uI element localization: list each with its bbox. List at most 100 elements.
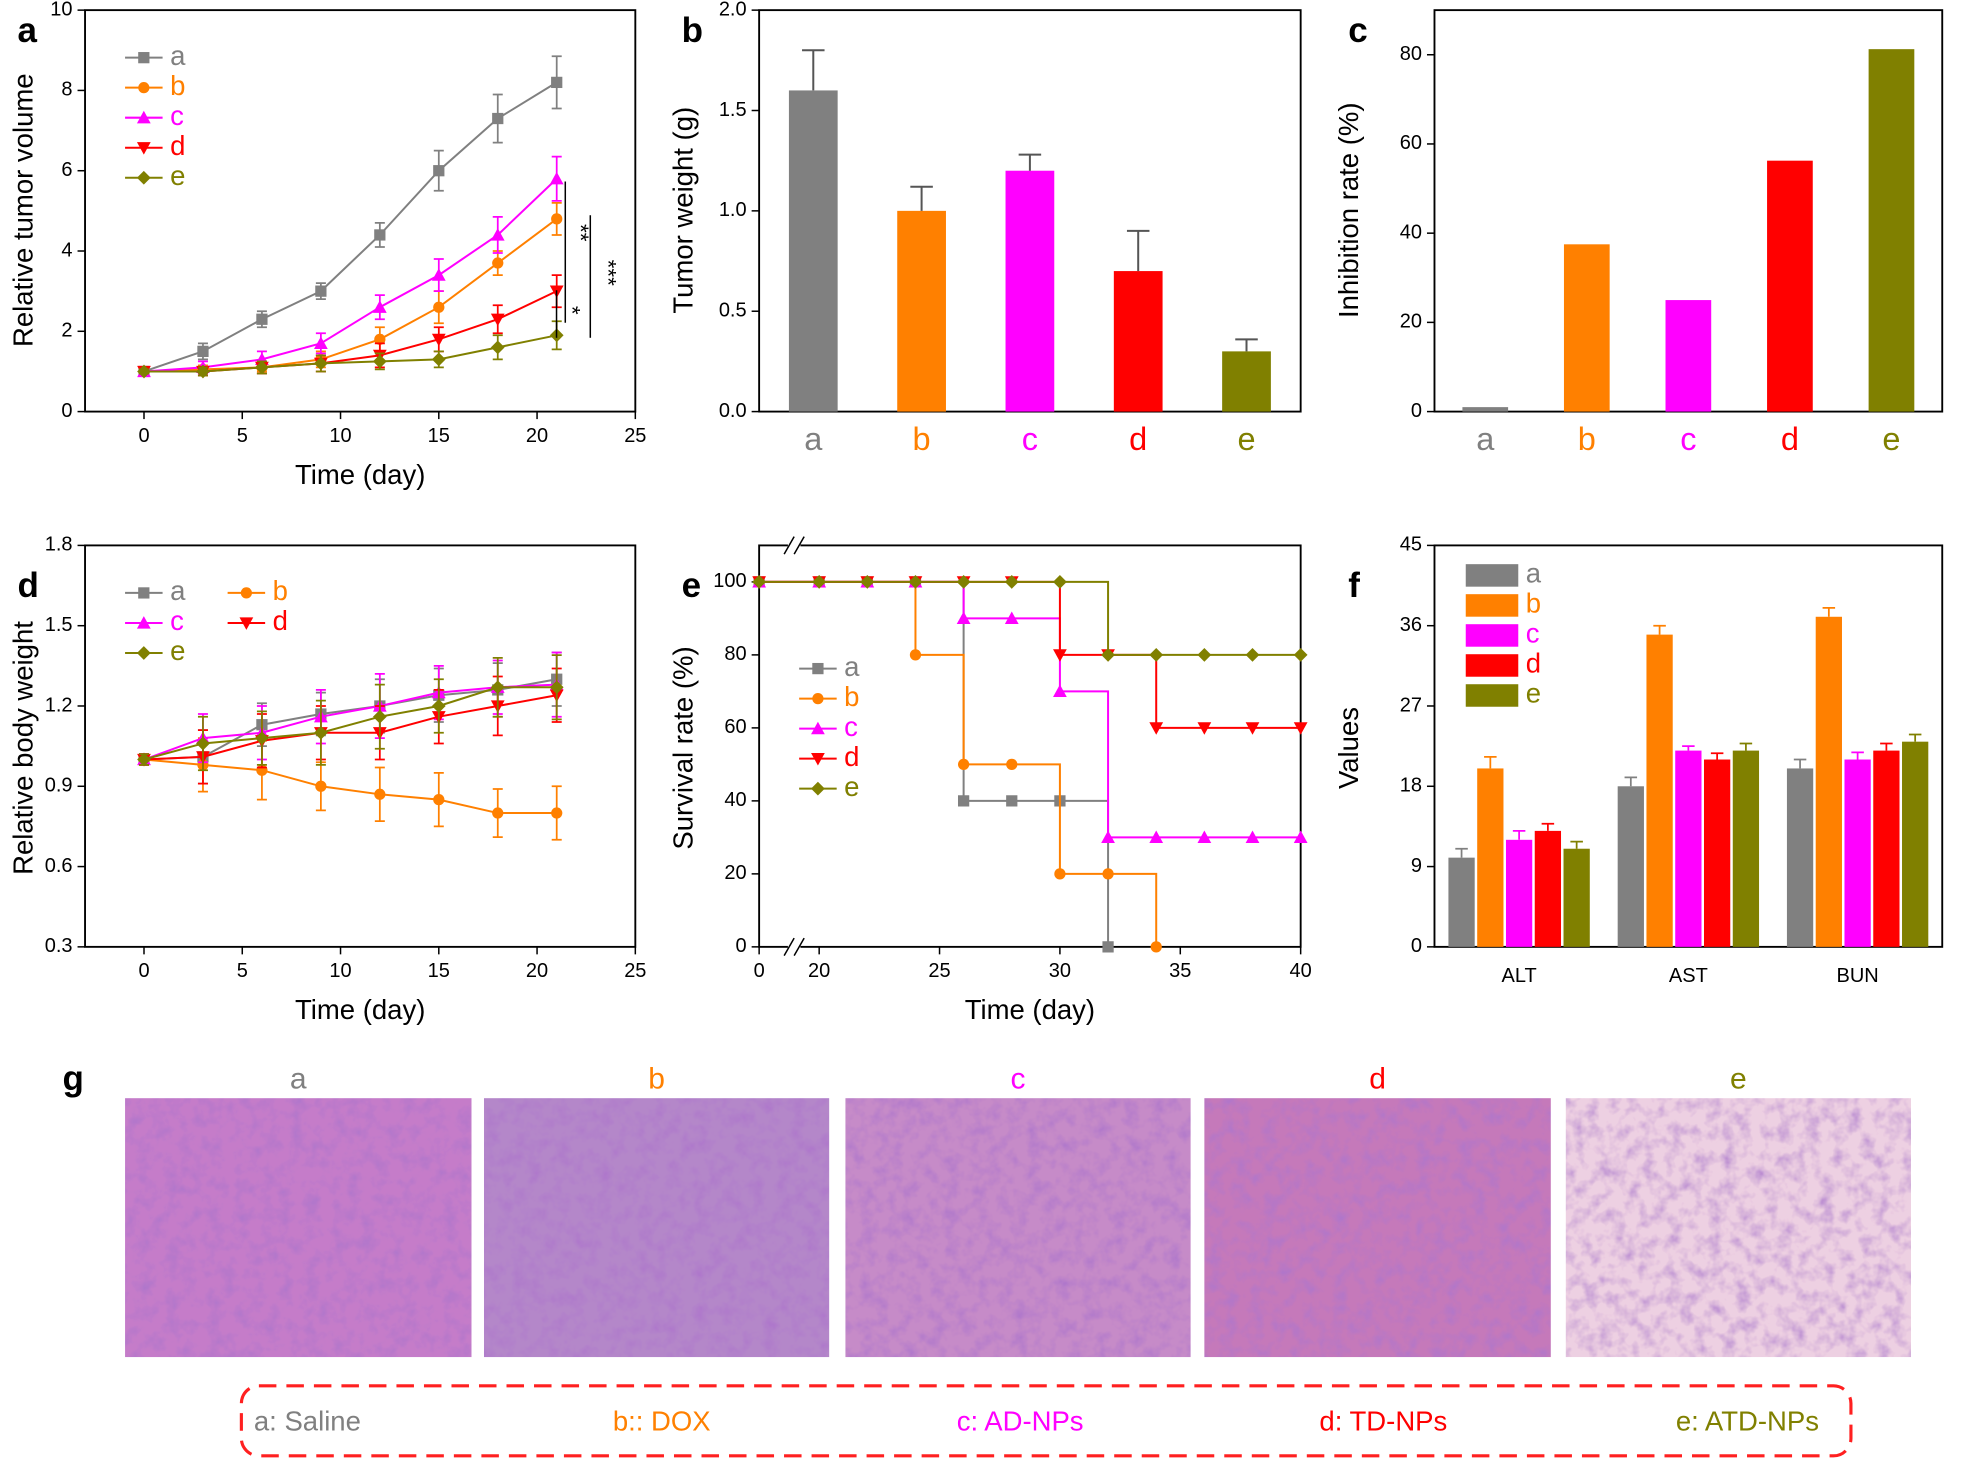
bar bbox=[1844, 759, 1871, 947]
marker bbox=[138, 82, 150, 94]
marker bbox=[433, 794, 445, 806]
x-tick-label: 15 bbox=[428, 425, 450, 447]
marker bbox=[1006, 795, 1018, 807]
y-tick-label: 0.0 bbox=[719, 400, 747, 422]
x-axis-label: Time (day) bbox=[965, 994, 1095, 1025]
legend-label: e: ATD-NPs bbox=[1676, 1406, 1819, 1437]
image-label: d bbox=[1369, 1063, 1386, 1096]
plot-frame bbox=[84, 544, 637, 948]
y-tick-label: 2 bbox=[61, 320, 72, 342]
bar bbox=[1675, 750, 1702, 947]
histology-image bbox=[1204, 1098, 1551, 1358]
panel-label: d bbox=[18, 566, 39, 605]
x-tick-label: 5 bbox=[237, 425, 248, 447]
y-tick-label: 1.5 bbox=[719, 99, 747, 121]
x-axis-label: Time (day) bbox=[295, 994, 425, 1025]
legend-label: c bbox=[170, 100, 184, 131]
x-tick-label: 25 bbox=[624, 960, 646, 982]
panel-label: b bbox=[682, 11, 703, 50]
y-axis-label: Values bbox=[1333, 707, 1364, 789]
step-line bbox=[1059, 580, 1110, 655]
marker bbox=[431, 268, 446, 281]
marker bbox=[1245, 830, 1260, 844]
legend-label: d: TD-NPs bbox=[1319, 1406, 1447, 1437]
significance-label: *** bbox=[596, 260, 621, 287]
marker bbox=[196, 364, 210, 379]
y-tick-label: 9 bbox=[1411, 855, 1422, 877]
x-tick-label: 0 bbox=[138, 960, 149, 982]
bar bbox=[1222, 351, 1271, 412]
marker bbox=[1102, 868, 1114, 880]
y-axis-label: Relative tumor volume bbox=[7, 73, 38, 347]
step-line bbox=[1059, 690, 1110, 838]
y-tick-label: 18 bbox=[1400, 775, 1422, 797]
marker bbox=[908, 575, 923, 589]
x-tick-label: AST bbox=[1669, 965, 1708, 987]
step-line bbox=[1108, 653, 1158, 728]
marker bbox=[431, 699, 446, 713]
step-line bbox=[1011, 617, 1061, 692]
marker bbox=[1197, 830, 1212, 844]
image-label: e bbox=[1730, 1063, 1747, 1096]
error-bar bbox=[1512, 830, 1526, 840]
marker bbox=[492, 257, 504, 269]
y-tick-label: 1.5 bbox=[45, 614, 73, 636]
marker bbox=[313, 336, 328, 349]
marker bbox=[490, 228, 505, 241]
y-tick-label: 0 bbox=[1411, 935, 1422, 957]
y-tick-label: 60 bbox=[1400, 132, 1422, 154]
error-bar bbox=[1710, 752, 1724, 760]
y-tick-label: 2.0 bbox=[719, 0, 747, 20]
x-tick-label: b bbox=[1578, 421, 1596, 457]
step-line bbox=[915, 580, 965, 801]
series-line bbox=[144, 334, 557, 373]
series-line bbox=[143, 758, 557, 815]
legend-label: e bbox=[844, 771, 859, 802]
bar bbox=[1786, 768, 1814, 947]
x-axis-label: Time (day) bbox=[295, 459, 425, 490]
marker bbox=[1102, 941, 1114, 953]
error-bar bbox=[1682, 745, 1695, 751]
marker bbox=[551, 213, 563, 225]
y-tick-label: 20 bbox=[724, 862, 746, 884]
legend-label: e bbox=[170, 160, 185, 191]
significance-label: * bbox=[559, 306, 584, 315]
axis-break-mark bbox=[783, 937, 795, 956]
error-bar bbox=[1018, 153, 1042, 171]
legend-label: c bbox=[1526, 618, 1540, 649]
marker bbox=[196, 736, 210, 751]
y-axis-label: Tumor weight (g) bbox=[668, 107, 699, 314]
bar bbox=[1448, 857, 1475, 947]
plot-frame bbox=[84, 9, 637, 413]
step-line bbox=[915, 653, 965, 765]
y-tick-label: 1.2 bbox=[45, 694, 73, 716]
legend-label: b bbox=[170, 70, 185, 101]
bar bbox=[1563, 244, 1610, 412]
y-tick-label: 45 bbox=[1400, 534, 1422, 556]
legend-swatch bbox=[1465, 624, 1519, 647]
legend-label: a: Saline bbox=[254, 1406, 361, 1437]
error-bar bbox=[1624, 776, 1638, 787]
bar bbox=[1534, 830, 1562, 947]
marker bbox=[811, 721, 825, 735]
marker bbox=[1149, 722, 1164, 735]
marker bbox=[1101, 830, 1115, 844]
marker bbox=[137, 364, 151, 379]
marker bbox=[1004, 611, 1019, 625]
plot-frame bbox=[758, 544, 1302, 948]
significance-label: ** bbox=[568, 224, 593, 242]
marker bbox=[1197, 722, 1212, 735]
legend-label: b:: DOX bbox=[613, 1406, 711, 1437]
axis-break-mark bbox=[783, 536, 795, 555]
histology-image bbox=[125, 1098, 472, 1358]
marker bbox=[255, 731, 269, 745]
panel-label: a bbox=[18, 11, 38, 50]
y-tick-label: 4 bbox=[61, 239, 72, 261]
legend-label: c bbox=[844, 711, 858, 742]
y-tick-label: 80 bbox=[724, 643, 746, 665]
error-bar bbox=[1822, 606, 1836, 617]
error-bar bbox=[1908, 733, 1922, 742]
marker bbox=[1150, 941, 1162, 953]
marker bbox=[812, 692, 824, 705]
